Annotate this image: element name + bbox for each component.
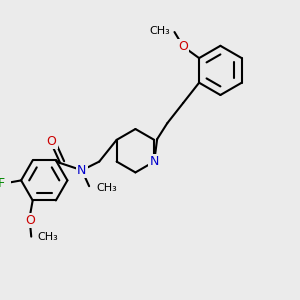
Text: CH₃: CH₃ <box>96 184 117 194</box>
Text: O: O <box>178 40 188 53</box>
Text: F: F <box>0 177 4 190</box>
Text: CH₃: CH₃ <box>149 26 170 36</box>
Text: CH₃: CH₃ <box>37 232 58 242</box>
Text: O: O <box>46 135 56 148</box>
Text: N: N <box>149 155 159 168</box>
Text: O: O <box>25 214 35 227</box>
Text: N: N <box>77 164 87 177</box>
